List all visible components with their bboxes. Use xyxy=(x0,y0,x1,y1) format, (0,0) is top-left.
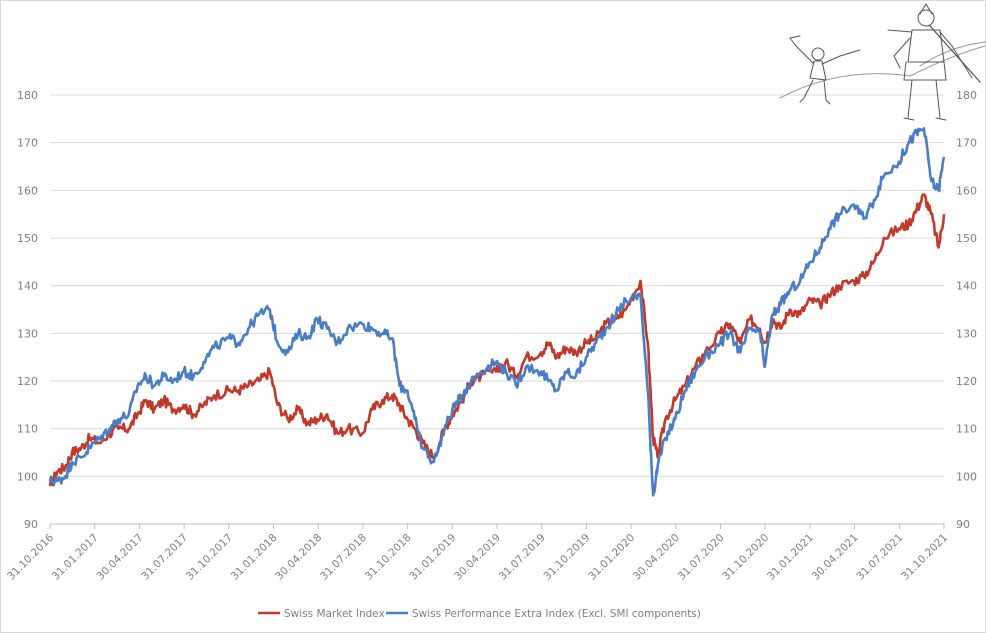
y-tick-left-180: 180 xyxy=(17,89,38,102)
x-tick-label: 31.10.2018 xyxy=(363,532,414,583)
x-tick-label: 30.04.2020 xyxy=(631,532,682,583)
x-tick-label: 31.07.2017 xyxy=(139,532,190,583)
x-tick-label: 31.10.2021 xyxy=(899,532,950,583)
y-tick-right-90: 90 xyxy=(956,518,970,531)
x-tick-label: 30.04.2019 xyxy=(452,532,503,583)
x-tick-label: 31.01.2019 xyxy=(407,532,458,583)
series-line-2 xyxy=(48,127,946,497)
y-axis-left: 90 100 110 120 130 140 150 160 170 180 xyxy=(17,89,38,531)
y-tick-right-110: 110 xyxy=(956,423,977,436)
y-tick-left-100: 100 xyxy=(17,470,38,483)
x-tick-label: 31.07.2018 xyxy=(318,532,369,583)
y-tick-left-120: 120 xyxy=(17,375,38,388)
x-tick-label: 31.01.2021 xyxy=(765,532,816,583)
y-axis-right: 90 100 110 120 130 140 150 160 170 180 xyxy=(956,89,977,531)
series-lines xyxy=(48,127,946,497)
legend-label-2: Swiss Performance Extra Index (Excl. SMI… xyxy=(412,608,701,620)
x-tick-label: 31.07.2019 xyxy=(497,532,548,583)
x-tick-label: 30.04.2018 xyxy=(273,532,324,583)
y-tick-left-150: 150 xyxy=(17,232,38,245)
x-tick-label: 31.01.2020 xyxy=(586,532,637,583)
y-tick-left-110: 110 xyxy=(17,423,38,436)
x-tick-label: 31.01.2017 xyxy=(50,532,101,583)
y-tick-left-160: 160 xyxy=(17,184,38,197)
legend: Swiss Market Index Swiss Performance Extr… xyxy=(258,608,701,620)
x-axis: 31.10.201631.01.201730.04.201731.07.2017… xyxy=(5,524,950,583)
david-and-goliath-sketch-icon xyxy=(779,3,986,121)
y-tick-right-140: 140 xyxy=(956,280,977,293)
y-tick-right-130: 130 xyxy=(956,327,977,340)
y-tick-right-100: 100 xyxy=(956,470,977,483)
legend-label-1: Swiss Market Index xyxy=(284,608,385,620)
x-tick-label: 31.10.2019 xyxy=(542,532,593,583)
y-tick-right-160: 160 xyxy=(956,184,977,197)
y-tick-right-180: 180 xyxy=(956,89,977,102)
y-tick-right-170: 170 xyxy=(956,137,977,150)
y-tick-left-170: 170 xyxy=(17,137,38,150)
x-tick-label: 31.01.2018 xyxy=(229,532,280,583)
y-tick-left-140: 140 xyxy=(17,280,38,293)
x-tick-label: 30.04.2021 xyxy=(810,532,861,583)
x-tick-label: 31.10.2017 xyxy=(184,532,235,583)
y-tick-right-150: 150 xyxy=(956,232,977,245)
y-tick-right-120: 120 xyxy=(956,375,977,388)
x-tick-label: 30.04.2017 xyxy=(95,532,146,583)
x-tick-label: 31.07.2020 xyxy=(676,532,727,583)
grid-lines xyxy=(50,94,944,525)
x-tick-label: 31.10.2020 xyxy=(720,532,771,583)
x-tick-label: 31.07.2021 xyxy=(854,532,905,583)
x-tick-label: 31.10.2016 xyxy=(5,531,56,582)
y-tick-left-130: 130 xyxy=(17,327,38,340)
y-tick-left-90: 90 xyxy=(24,518,38,531)
